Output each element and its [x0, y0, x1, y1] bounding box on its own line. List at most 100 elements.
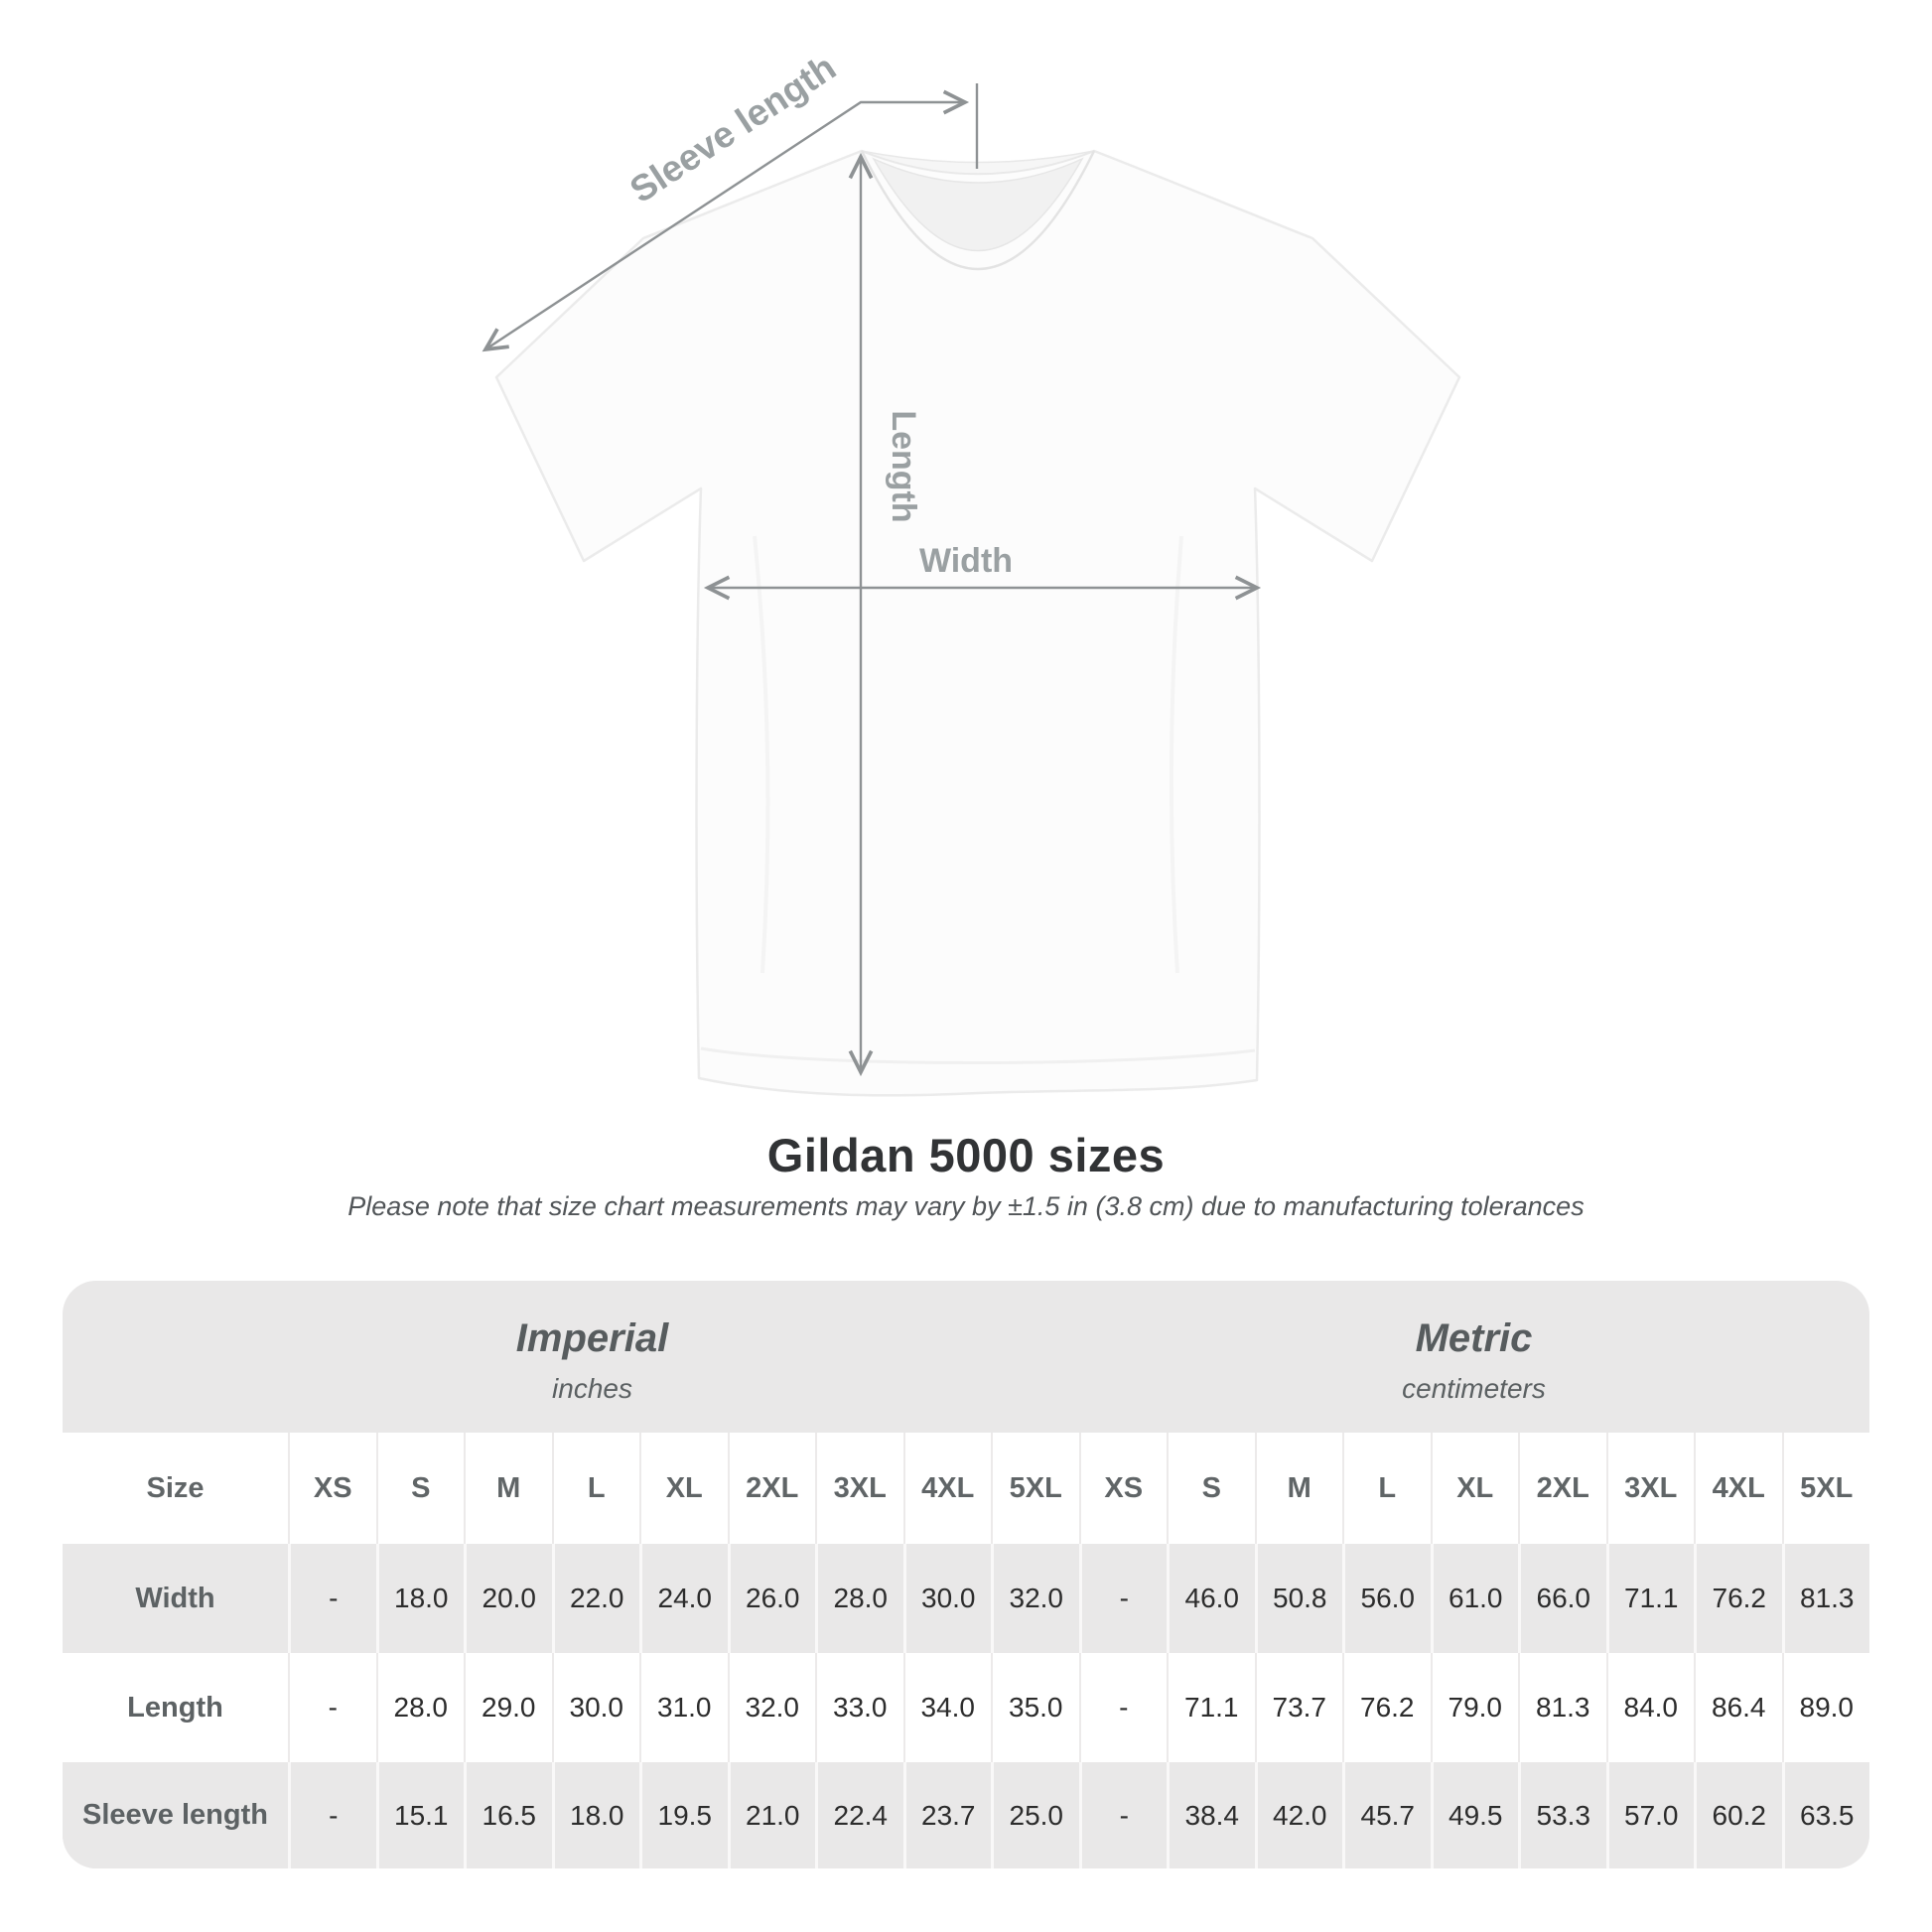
unit-header-band: Imperial inches Metric centimeters: [63, 1281, 1869, 1433]
measurement-arrows: [482, 83, 1262, 1077]
size-header-cell: M: [1254, 1433, 1343, 1544]
sleeve-length-arrow: [482, 89, 970, 352]
measurement-value-cell: 28.0: [375, 1653, 465, 1762]
measurement-value-cell: 21.0: [727, 1762, 816, 1868]
measurement-value-cell: 15.1: [375, 1762, 465, 1868]
measurement-value-cell: 24.0: [639, 1544, 728, 1653]
measurement-value-cell: 79.0: [1430, 1653, 1519, 1762]
measurement-value-cell: 61.0: [1430, 1544, 1519, 1653]
row-label: Sleeve length: [82, 1799, 268, 1831]
tshirt-graphic: [494, 149, 1461, 1097]
measurement-value-cell: 22.4: [815, 1762, 903, 1868]
measurement-value-cell: 66.0: [1518, 1544, 1606, 1653]
measurement-value-cell: 28.0: [815, 1544, 903, 1653]
measurement-value-cell: 31.0: [639, 1653, 728, 1762]
size-header-cell: 5XL: [1781, 1433, 1870, 1544]
measurement-value-cell: 57.0: [1605, 1762, 1695, 1868]
imperial-sublabel: inches: [552, 1373, 632, 1404]
size-header-cell: 4XL: [902, 1433, 992, 1544]
size-header-cell: L: [551, 1433, 640, 1544]
page-title: Gildan 5000 sizes: [766, 1129, 1166, 1181]
size-header-cell: 4XL: [1694, 1433, 1782, 1544]
tshirt-body: [494, 149, 1461, 1097]
measurement-value-cell: 19.5: [639, 1762, 728, 1868]
measurement-value-cell: 81.3: [1781, 1544, 1870, 1653]
row-label: Length: [127, 1691, 223, 1724]
measurement-value-cell: 81.3: [1518, 1653, 1606, 1762]
measurement-value-cell: 53.3: [1518, 1762, 1606, 1868]
measurement-value-cell: -: [1078, 1544, 1168, 1653]
table-header-row: Size XS S M L XL 2XL 3XL 4XL 5XL XS S M L XL 2XL 3XL 4XL 5…: [63, 1433, 1869, 1544]
measurement-value-cell: -: [1078, 1762, 1168, 1868]
imperial-label: Imperial: [515, 1316, 669, 1360]
tolerance-note: Please note that size chart measurements…: [347, 1191, 1585, 1221]
measurement-value-cell: 32.0: [727, 1653, 816, 1762]
measurement-value-cell: 35.0: [991, 1653, 1079, 1762]
measurement-value-cell: 18.0: [375, 1544, 465, 1653]
size-header-cell: S: [1167, 1433, 1255, 1544]
measurement-value-cell: 49.5: [1430, 1762, 1519, 1868]
measurement-value-cell: 25.0: [991, 1762, 1079, 1868]
measurement-value-cell: 23.7: [902, 1762, 992, 1868]
size-table-rows: Size XS S M L XL 2XL 3XL 4XL 5XL XS S M L XL 2XL 3XL 4XL 5…: [63, 1433, 1869, 1868]
tshirt-hem-stitch: [700, 1046, 1256, 1064]
width-label: Width: [919, 542, 1013, 580]
metric-label: Metric: [1415, 1316, 1533, 1360]
measurement-value-cell: 38.4: [1167, 1762, 1255, 1868]
measurement-value-cell: 29.0: [464, 1653, 552, 1762]
size-header-cell: XS: [1078, 1433, 1168, 1544]
measurement-value-cell: 86.4: [1694, 1653, 1782, 1762]
measurement-value-cell: -: [1078, 1653, 1168, 1762]
size-header-cell: 5XL: [991, 1433, 1079, 1544]
size-header-cell: 2XL: [727, 1433, 816, 1544]
size-header-cell: L: [1342, 1433, 1431, 1544]
size-header-cell: XL: [639, 1433, 728, 1544]
measurement-value-cell: 16.5: [464, 1762, 552, 1868]
imperial-unit-group: Imperial inches: [63, 1281, 1078, 1433]
measurement-value-cell: 71.1: [1605, 1544, 1695, 1653]
measurement-value-cell: 71.1: [1167, 1653, 1255, 1762]
size-column-label: Size: [146, 1471, 205, 1504]
size-table-panel: Imperial inches Metric centimeters Size X…: [63, 1281, 1869, 1868]
size-header-cell: S: [375, 1433, 465, 1544]
size-header-cell: XL: [1430, 1433, 1519, 1544]
length-label: Length: [885, 410, 922, 522]
size-header-cell: 2XL: [1518, 1433, 1606, 1544]
measurement-value-cell: 32.0: [991, 1544, 1079, 1653]
measurement-value-cell: 89.0: [1781, 1653, 1870, 1762]
measurement-value-cell: 22.0: [551, 1544, 640, 1653]
measurement-value-cell: -: [288, 1762, 376, 1868]
measurement-value-cell: 42.0: [1254, 1762, 1343, 1868]
table-row: Sleeve length -15.1 16.5 18.0 19.5 21.0 22.4 23…: [63, 1762, 1869, 1868]
size-header-cell: 3XL: [1605, 1433, 1695, 1544]
measurement-value-cell: 46.0: [1167, 1544, 1255, 1653]
metric-sublabel: centimeters: [1402, 1373, 1546, 1404]
table-row: Width -18.0 20.0 22.0 24.0 26.0 28.0 30.0 32.0-4…: [63, 1544, 1869, 1653]
measurement-value-cell: 34.0: [902, 1653, 992, 1762]
measurement-value-cell: 30.0: [551, 1653, 640, 1762]
measurement-value-cell: 30.0: [902, 1544, 992, 1653]
measurement-value-cell: 45.7: [1342, 1762, 1431, 1868]
measurement-value-cell: 56.0: [1342, 1544, 1431, 1653]
tshirt-measurement-diagram: Sleeve length Length Width: [482, 47, 1461, 1097]
measurement-value-cell: 60.2: [1694, 1762, 1782, 1868]
measurement-value-cell: 18.0: [551, 1762, 640, 1868]
measurement-value-cell: 76.2: [1342, 1653, 1431, 1762]
measurement-value-cell: -: [288, 1544, 376, 1653]
measurement-value-cell: 63.5: [1781, 1762, 1870, 1868]
row-label: Width: [135, 1582, 215, 1614]
table-row: Length -28.0 29.0 30.0 31.0 32.0 33.0 34.0 35.0-…: [63, 1653, 1869, 1762]
measurement-value-cell: 76.2: [1694, 1544, 1782, 1653]
measurement-value-cell: 84.0: [1605, 1653, 1695, 1762]
measurement-value-cell: 33.0: [815, 1653, 903, 1762]
size-header-cell: 3XL: [815, 1433, 903, 1544]
size-header-cell: XS: [288, 1433, 376, 1544]
size-header-cell: M: [464, 1433, 552, 1544]
measurement-value-cell: 20.0: [464, 1544, 552, 1653]
measurement-value-cell: -: [288, 1653, 376, 1762]
measurement-value-cell: 73.7: [1254, 1653, 1343, 1762]
metric-unit-group: Metric centimeters: [1078, 1281, 1869, 1433]
measurement-value-cell: 26.0: [727, 1544, 816, 1653]
measurement-value-cell: 50.8: [1254, 1544, 1343, 1653]
